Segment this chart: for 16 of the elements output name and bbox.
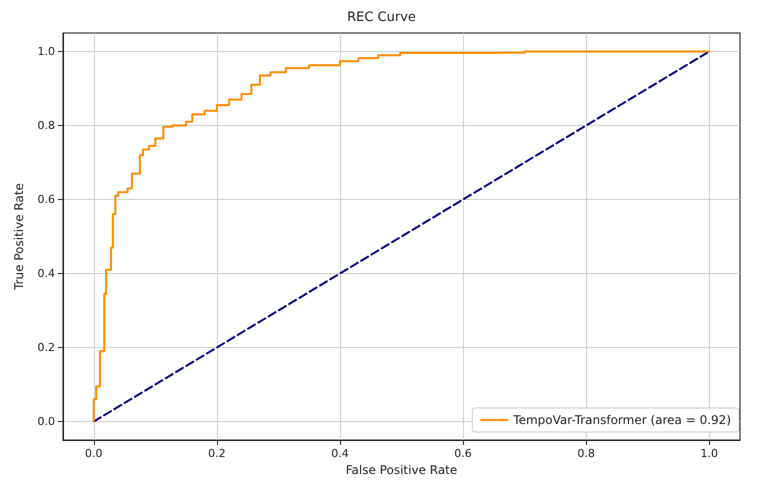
y-axis-title: True Positive Rate bbox=[12, 183, 26, 291]
chart-title: REC Curve bbox=[347, 10, 416, 25]
y-tick-label: 0.2 bbox=[38, 341, 55, 354]
x-tick-label: 0.4 bbox=[331, 447, 349, 460]
y-tick-label: 0.4 bbox=[38, 267, 55, 280]
y-tick-label: 1.0 bbox=[38, 45, 55, 58]
y-tick-label: 0.0 bbox=[38, 415, 55, 428]
x-tick-label: 0.2 bbox=[208, 447, 226, 460]
x-tick-label: 1.0 bbox=[700, 447, 718, 460]
y-tick-label: 0.6 bbox=[38, 193, 55, 206]
x-axis-title: False Positive Rate bbox=[346, 463, 458, 477]
y-tick-label: 0.8 bbox=[38, 119, 55, 132]
legend-label: TempoVar-Transformer (area = 0.92) bbox=[512, 413, 732, 427]
x-tick-label: 0.6 bbox=[454, 447, 472, 460]
x-tick-label: 0.8 bbox=[577, 447, 595, 460]
x-tick-label: 0.0 bbox=[85, 447, 103, 460]
